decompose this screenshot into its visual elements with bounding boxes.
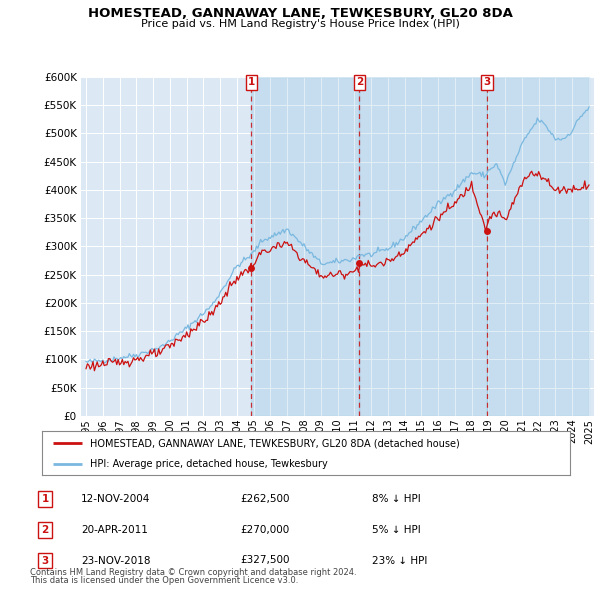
- Text: £327,500: £327,500: [240, 556, 290, 565]
- Text: 12-NOV-2004: 12-NOV-2004: [81, 494, 151, 504]
- Text: Price paid vs. HM Land Registry's House Price Index (HPI): Price paid vs. HM Land Registry's House …: [140, 19, 460, 29]
- Text: 8% ↓ HPI: 8% ↓ HPI: [372, 494, 421, 504]
- Text: HPI: Average price, detached house, Tewkesbury: HPI: Average price, detached house, Tewk…: [89, 459, 327, 469]
- Text: 3: 3: [41, 556, 49, 565]
- Text: £262,500: £262,500: [240, 494, 290, 504]
- Text: 20-APR-2011: 20-APR-2011: [81, 525, 148, 535]
- Bar: [251, 77, 359, 416]
- Text: 23% ↓ HPI: 23% ↓ HPI: [372, 556, 427, 565]
- Text: Contains HM Land Registry data © Crown copyright and database right 2024.: Contains HM Land Registry data © Crown c…: [30, 568, 356, 577]
- Text: £270,000: £270,000: [240, 525, 289, 535]
- Bar: [359, 77, 487, 416]
- Text: HOMESTEAD, GANNAWAY LANE, TEWKESBURY, GL20 8DA: HOMESTEAD, GANNAWAY LANE, TEWKESBURY, GL…: [88, 7, 512, 20]
- Text: 23-NOV-2018: 23-NOV-2018: [81, 556, 151, 565]
- Text: 1: 1: [41, 494, 49, 504]
- Text: 2: 2: [41, 525, 49, 535]
- Text: 1: 1: [248, 77, 255, 87]
- Text: HOMESTEAD, GANNAWAY LANE, TEWKESBURY, GL20 8DA (detached house): HOMESTEAD, GANNAWAY LANE, TEWKESBURY, GL…: [89, 438, 459, 448]
- Bar: [487, 77, 589, 416]
- Text: 3: 3: [483, 77, 490, 87]
- Text: 2: 2: [356, 77, 363, 87]
- Text: 5% ↓ HPI: 5% ↓ HPI: [372, 525, 421, 535]
- Text: This data is licensed under the Open Government Licence v3.0.: This data is licensed under the Open Gov…: [30, 576, 298, 585]
